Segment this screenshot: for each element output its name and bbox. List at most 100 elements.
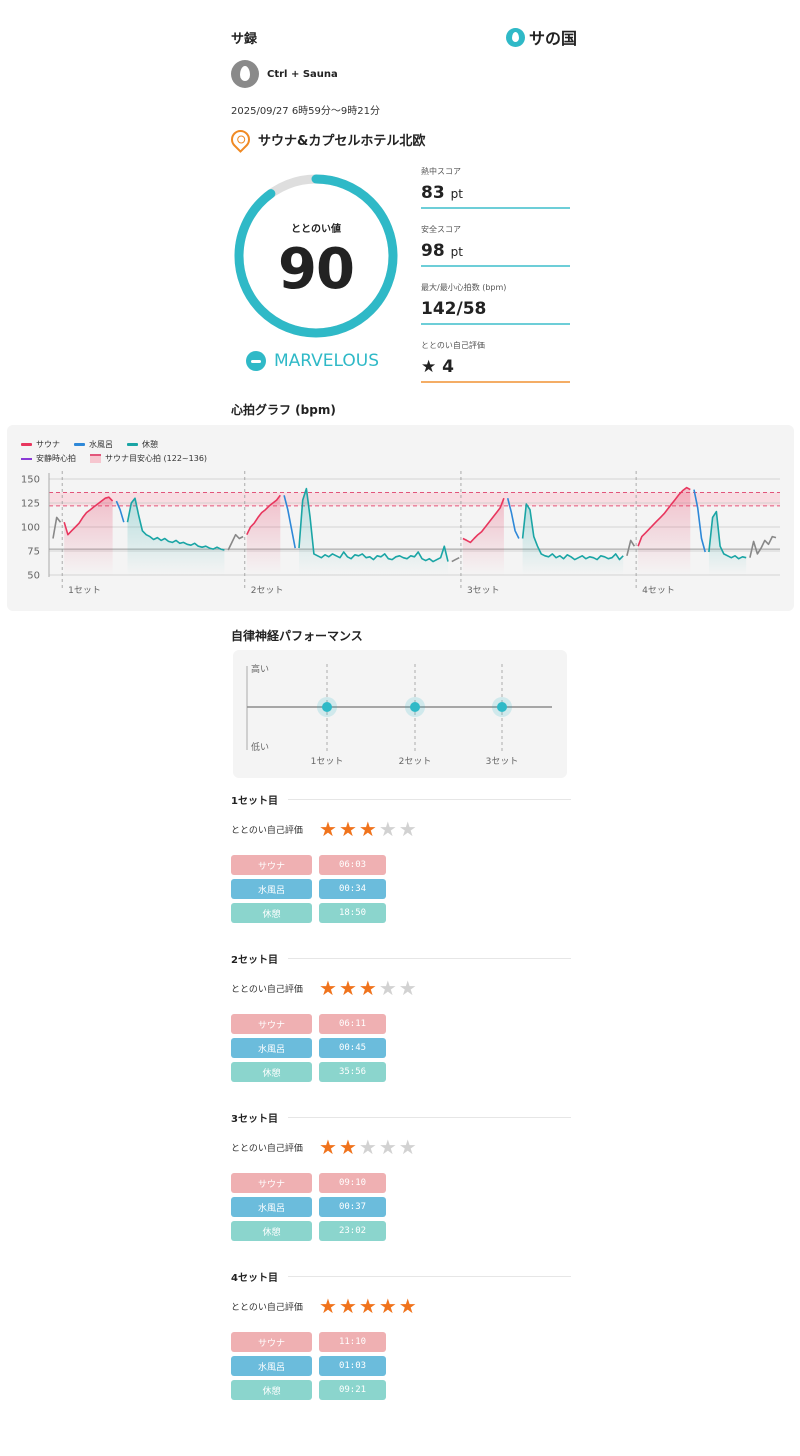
ans-point (497, 702, 507, 712)
rest-area (522, 504, 624, 575)
set-label: 4セット (642, 585, 675, 596)
set-header: 3セット目 (231, 1110, 571, 1125)
legend-swatch (127, 443, 138, 446)
rest-area (298, 488, 449, 575)
phase-duration: 00:45 (319, 1038, 386, 1058)
phase-duration: 00:34 (319, 879, 386, 899)
set-label: 2セット (251, 585, 284, 596)
other-series-line (626, 539, 636, 556)
star-icon: ★ (398, 817, 417, 841)
star-icon: ★ (398, 1135, 417, 1159)
phase-duration: 00:37 (319, 1197, 386, 1217)
sauna-series-line (637, 486, 691, 547)
star-icon: ★ (378, 1294, 397, 1318)
phase-name: 休憩 (231, 1062, 312, 1082)
rest-area (127, 498, 225, 575)
stat-label: 最大/最小心拍数 (bpm) (421, 283, 507, 292)
phase-row-sauna: サウナ 11:10 (231, 1332, 571, 1352)
hr-chart: 150 125 100 75 50 1セット 2セット 3セット 4セット (21, 471, 780, 596)
star-icon: ★ (358, 1294, 377, 1318)
ans-high-label: 高い (251, 663, 269, 675)
phase-duration: 06:11 (319, 1014, 386, 1034)
totonoi-gauge (234, 174, 398, 338)
self-rating-row: ととのい自己評価 ★ ★ ★ ★ ★ (231, 1296, 571, 1316)
location-pin-icon (227, 126, 254, 153)
rest-area (708, 511, 747, 575)
stat-number: 83 (421, 183, 445, 203)
set-card: 1セット目 ととのい自己評価 ★ ★ ★ ★ ★ サウナ 06:03 水風呂 00:34 休憩 18:5… (231, 792, 571, 923)
stat-value: 142/58 (421, 299, 570, 323)
star-rating: ★ ★ ★ ★ ★ (319, 1137, 417, 1157)
ans-panel (233, 650, 567, 778)
sauna-area (246, 495, 281, 575)
phase-row-rest: 休憩 18:50 (231, 903, 571, 923)
user-row[interactable]: Ctrl + Sauna (231, 60, 338, 88)
avatar[interactable] (231, 60, 259, 88)
rest-series-line (126, 497, 225, 551)
legend-rest: 休憩 (127, 439, 158, 450)
rest-series-line (708, 510, 747, 560)
legend-swatch (21, 457, 32, 460)
grade-row: MARVELOUS (246, 351, 379, 371)
other-series-line (52, 516, 62, 539)
phase-duration: 06:03 (319, 855, 386, 875)
phase-duration: 23:02 (319, 1221, 386, 1241)
phase-duration: 18:50 (319, 903, 386, 923)
phase-name: 水風呂 (231, 1356, 312, 1376)
phase-row-sauna: サウナ 06:03 (231, 855, 571, 875)
divider (421, 381, 570, 383)
facility-name[interactable]: サウナ&カプセルホテル北欧 (258, 134, 426, 149)
grade-label: MARVELOUS (274, 351, 380, 371)
water-series-line (283, 495, 296, 549)
star-icon: ★ (378, 976, 397, 1000)
safe-band (49, 492, 780, 506)
star-icon: ★ (358, 976, 377, 1000)
phase-row-rest: 休憩 23:02 (231, 1221, 571, 1241)
legend-swatch (21, 443, 32, 446)
set-card: 3セット目 ととのい自己評価 ★ ★ ★ ★ ★ サウナ 09:10 水風呂 00:37 休憩 23:0… (231, 1110, 571, 1241)
phase-name: サウナ (231, 1173, 312, 1193)
user-name[interactable]: Ctrl + Sauna (267, 68, 338, 80)
set-title: 1セット目 (231, 796, 278, 807)
set-title: 2セット目 (231, 955, 278, 966)
phase-row-water: 水風呂 00:45 (231, 1038, 571, 1058)
rest-series-line (521, 503, 624, 561)
facility-row[interactable]: サウナ&カプセルホテル北欧 (227, 126, 426, 153)
star-icon: ★ (338, 976, 357, 1000)
phase-name: 水風呂 (231, 1038, 312, 1058)
star-rating: ★ ★ ★ ★ ★ (319, 978, 417, 998)
divider (287, 1117, 571, 1118)
stat-label: ととのい自己評価 (421, 341, 485, 350)
divider (287, 1276, 571, 1277)
phase-row-water: 水風呂 01:03 (231, 1356, 571, 1376)
phase-row-water: 水風呂 00:37 (231, 1197, 571, 1217)
phase-row-rest: 休憩 35:56 (231, 1062, 571, 1082)
stat-label: 熱中スコア (421, 167, 461, 176)
star-icon: ★ (319, 817, 337, 841)
set-card: 4セット目 ととのい自己評価 ★ ★ ★ ★ ★ サウナ 11:10 水風呂 01:03 休憩 09:2… (231, 1269, 571, 1400)
legend-safe-band: サウナ目安心拍 (122~136) (90, 453, 207, 464)
set-label: 1セット (68, 585, 101, 596)
star-icon: ★ (378, 1135, 397, 1159)
phase-list: サウナ 09:10 水風呂 00:37 休憩 23:02 (231, 1173, 571, 1241)
stat-number: 98 (421, 241, 445, 261)
star-icon: ★ (338, 1294, 357, 1318)
phase-duration: 01:03 (319, 1356, 386, 1376)
divider (287, 799, 571, 800)
legend-sauna: サウナ (21, 439, 60, 450)
y-tick-label: 50 (27, 571, 40, 582)
self-rating-row: ととのい自己評価 ★ ★ ★ ★ ★ (231, 978, 571, 998)
water-series-line (115, 500, 125, 523)
set-card: 2セット目 ととのい自己評価 ★ ★ ★ ★ ★ サウナ 06:11 水風呂 00:45 休憩 35:5… (231, 951, 571, 1082)
ans-set-label: 2セット (399, 756, 432, 767)
sanokuni-logo[interactable]: サの国 (506, 26, 577, 48)
stat-label: 安全スコア (421, 225, 461, 234)
app-title: サ録 (231, 32, 258, 47)
phase-duration: 11:10 (319, 1332, 386, 1352)
set-title: 4セット目 (231, 1273, 278, 1284)
ans-set-label: 3セット (486, 756, 519, 767)
other-series-line (227, 533, 244, 551)
stat-value: ★ 4 (421, 357, 570, 381)
divider (421, 323, 570, 325)
